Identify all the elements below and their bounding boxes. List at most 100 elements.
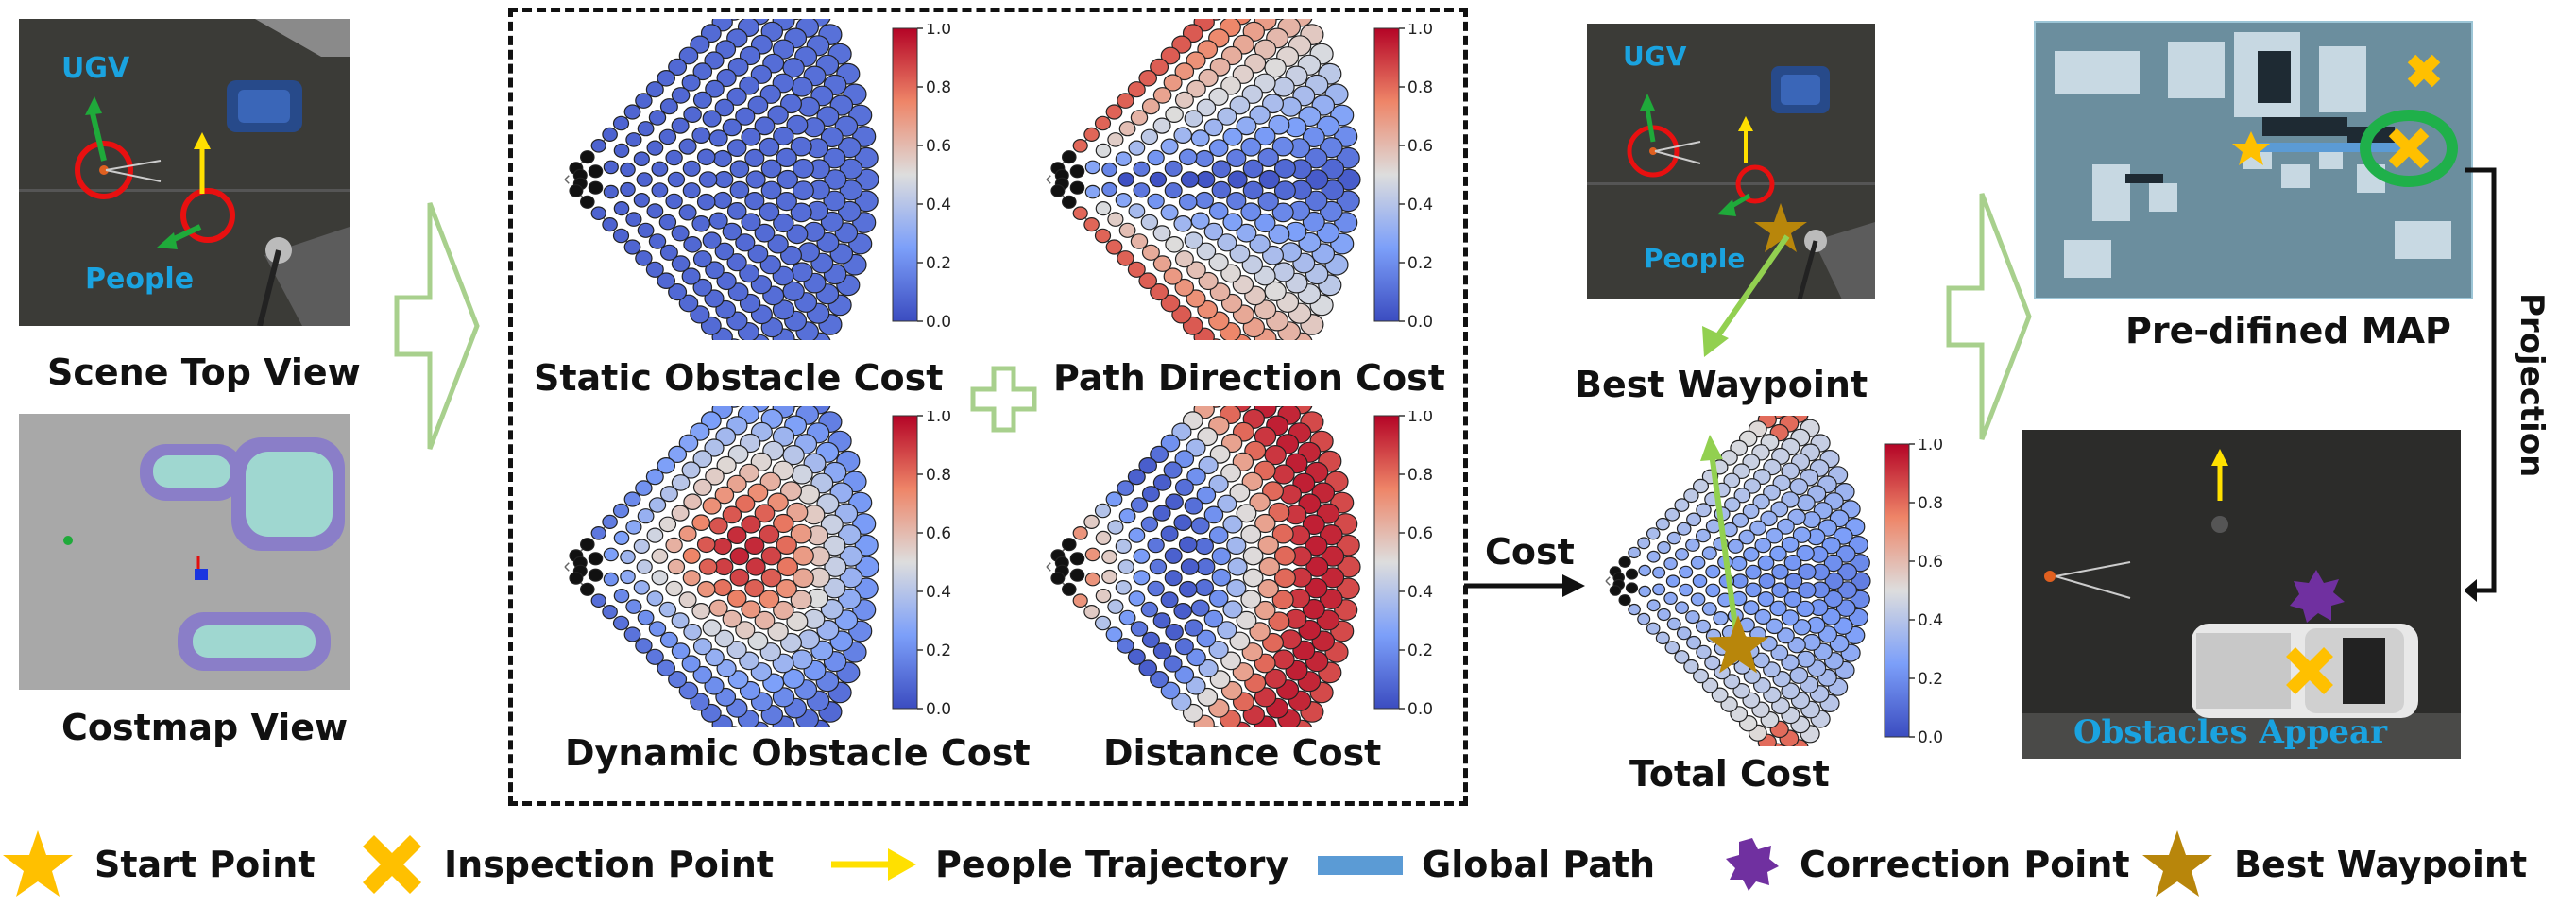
- cost-cell: [1196, 98, 1217, 117]
- cost-cell: [754, 610, 776, 630]
- cost-cell: [1163, 461, 1183, 479]
- cost-cell: [612, 503, 630, 519]
- cost-cell: [1222, 515, 1243, 534]
- cost-cell: [1240, 524, 1262, 544]
- cost-cell: [772, 39, 795, 60]
- cost-cell: [1783, 591, 1802, 608]
- cost-cell: [773, 213, 794, 233]
- cost-cell: [1094, 503, 1112, 519]
- cost-cell: [690, 693, 710, 711]
- cost-cell: [1147, 149, 1165, 166]
- cost-cell: [714, 170, 734, 189]
- cost-cell: [767, 622, 789, 642]
- cost-cell: [790, 523, 812, 544]
- cost-cell: [726, 526, 747, 545]
- cost-cell: [1173, 215, 1192, 232]
- cost-cell: [1174, 91, 1194, 109]
- cost-cell: [1150, 671, 1169, 689]
- cost-cell: [671, 505, 690, 522]
- cost-cell: [744, 579, 765, 598]
- cost-cell: [1240, 590, 1262, 609]
- cost-cell: [1141, 244, 1160, 261]
- cost-cell: [665, 193, 683, 210]
- cost-cell: [820, 127, 844, 148]
- cost-cell: [1249, 105, 1271, 125]
- cost-cell: [1676, 522, 1692, 536]
- projection-arrow: [2465, 167, 2497, 602]
- colorbar-gradient: [1373, 415, 1400, 710]
- cost-cell: [678, 204, 697, 221]
- cost-cell: [1127, 81, 1146, 98]
- cost-cell: [1072, 206, 1088, 220]
- cost-cell: [1837, 581, 1858, 600]
- cost-cell: [1766, 527, 1783, 544]
- cost-cell: [1130, 233, 1149, 249]
- cost-cell: [1190, 517, 1210, 535]
- cost-cell: [1792, 619, 1812, 636]
- cost-cell: [1069, 164, 1085, 179]
- cost-cell: [1686, 512, 1702, 527]
- cost-cell: [1208, 201, 1229, 220]
- cost-cell: [1186, 289, 1206, 308]
- cost-cell: [1249, 492, 1271, 512]
- cost-cell: [729, 180, 750, 199]
- cost-cell: [702, 231, 722, 249]
- cost-cell: [790, 590, 812, 610]
- cost-cell: [1618, 594, 1631, 607]
- cost-cell: [1783, 555, 1802, 572]
- cost-cell: [1198, 659, 1219, 678]
- cost-cell: [588, 164, 604, 179]
- cost-cell: [636, 172, 653, 187]
- cost-cell: [726, 87, 747, 106]
- cost-cell: [1095, 143, 1112, 158]
- cost-cell: [1164, 547, 1183, 564]
- cost-cell: [1731, 556, 1748, 572]
- cost-cell: [1229, 631, 1251, 651]
- cost-cell: [1211, 547, 1232, 566]
- cost-cell: [1271, 136, 1294, 157]
- cost-cell: [1095, 589, 1112, 604]
- cost-cell: [1220, 264, 1242, 283]
- cost-cell: [1229, 95, 1251, 115]
- cost-cell: [1271, 523, 1294, 544]
- cost-cell: [1195, 191, 1215, 210]
- cost-cell: [726, 139, 747, 158]
- cost-cell: [1222, 600, 1243, 619]
- cost-cell: [729, 568, 750, 587]
- cost-cell: [760, 180, 782, 200]
- cost-cell: [1171, 35, 1192, 54]
- cost-cell: [590, 593, 606, 608]
- cost-cell: [1209, 444, 1231, 464]
- cost-cell: [1743, 600, 1760, 616]
- dynamic-obstacle-plot: [564, 406, 879, 727]
- people-ring: [180, 188, 235, 243]
- cost-cell: [735, 107, 756, 126]
- cost-cell: [704, 676, 725, 695]
- cost-cell: [625, 132, 642, 147]
- cost-arrow-label: Cost: [1485, 531, 1575, 573]
- cost-cell: [659, 244, 678, 261]
- cost-cell: [739, 76, 760, 95]
- colorbar-tick: 0.4: [1407, 196, 1433, 214]
- cost-cell: [1738, 529, 1755, 545]
- cost-cell: [1174, 478, 1194, 496]
- cost-cell: [1127, 648, 1146, 665]
- cost-cell: [1685, 610, 1700, 625]
- cost-cell: [1084, 572, 1100, 587]
- cost-cell: [1061, 538, 1077, 552]
- cost-cell: [1152, 474, 1172, 491]
- distance-colorbar: 1.0 0.8 0.6 0.4 0.2 0.0: [1373, 411, 1433, 719]
- cost-cell: [1195, 149, 1215, 168]
- cost-cell: [665, 149, 683, 166]
- cost-cell: [1107, 599, 1124, 614]
- cost-cell: [1203, 222, 1224, 241]
- cost-cell: [579, 195, 595, 209]
- cost-cell: [1117, 559, 1134, 574]
- cost-cell: [1618, 556, 1631, 568]
- cost-cell: [692, 665, 713, 684]
- cost-cell: [1061, 150, 1077, 164]
- cost-cell: [1195, 537, 1215, 556]
- cost-cell: [678, 681, 699, 700]
- cost-cell: [726, 253, 747, 272]
- cost-cell: [683, 236, 702, 253]
